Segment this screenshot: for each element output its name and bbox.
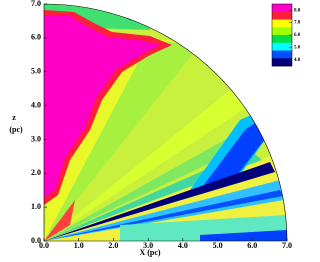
colorbar-segment bbox=[272, 58, 292, 67]
x-tick-label: 7.0 bbox=[282, 241, 292, 250]
y-tick-label: 6.0 bbox=[31, 33, 41, 42]
colorbar-segment bbox=[272, 35, 292, 44]
field bbox=[44, 4, 287, 241]
x-axis-label: X (pc) bbox=[139, 248, 160, 257]
colorbar-segment bbox=[272, 19, 292, 28]
x-tick-label: 6.0 bbox=[247, 241, 257, 250]
x-tick-label: 5.0 bbox=[213, 241, 223, 250]
plot-frame bbox=[43, 3, 288, 242]
y-axis-unit: (pc) bbox=[9, 125, 23, 134]
colorbar-tick-label: 5.0 bbox=[294, 46, 301, 51]
y-tick-label: 1.0 bbox=[31, 202, 41, 211]
x-tick-label: 0.0 bbox=[39, 241, 49, 250]
y-tick-label: 4.0 bbox=[31, 100, 41, 109]
y-tick-label: 5.0 bbox=[31, 67, 41, 76]
colorbar-segment bbox=[272, 42, 292, 51]
x-tick-label: 2.0 bbox=[108, 241, 118, 250]
y-axis-label: z bbox=[12, 113, 16, 122]
colorbar-tick-label: 4.0 bbox=[294, 58, 301, 63]
y-tick-label: 3.0 bbox=[31, 134, 41, 143]
y-tick-label: 7.0 bbox=[31, 0, 41, 8]
colorbar-segment bbox=[272, 11, 292, 20]
colorbar-segment bbox=[272, 50, 292, 59]
chart: X (pc) z (pc) 0.0 1.0 2.0 3.0 4.0 5.0 6.0 7.0 0.… bbox=[9, 0, 301, 257]
colorbar-tick-label: 6.0 bbox=[294, 33, 301, 38]
x-tick-label: 1.0 bbox=[74, 241, 84, 250]
x-tick-label: 4.0 bbox=[178, 241, 188, 250]
colorbar-segment bbox=[272, 4, 292, 13]
colorbar-segment bbox=[272, 27, 292, 36]
y-tick-label: 0.0 bbox=[31, 236, 41, 245]
x-tick-label: 3.0 bbox=[143, 241, 153, 250]
y-tick-label: 2.0 bbox=[31, 168, 41, 177]
colorbar-tick-label: 7.0 bbox=[294, 21, 301, 26]
colorbar-tick-label: 8.0 bbox=[294, 8, 301, 13]
